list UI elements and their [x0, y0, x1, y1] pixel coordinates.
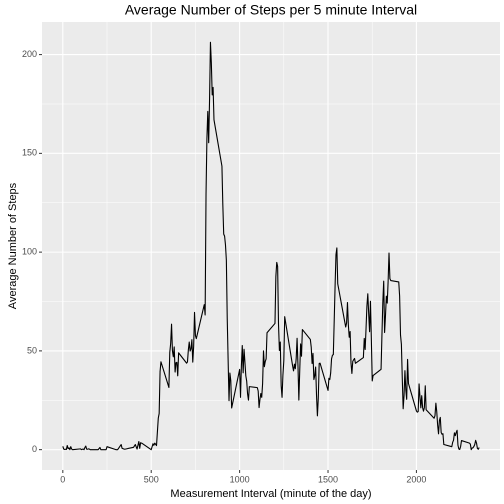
x-tick-label: 0	[60, 474, 65, 484]
x-tick-label: 1500	[318, 474, 338, 484]
grid	[42, 22, 500, 470]
x-tick-label: 2000	[406, 474, 426, 484]
x-tick-label: 1000	[230, 474, 250, 484]
x-tick-label: 500	[144, 474, 159, 484]
marks	[62, 41, 480, 451]
y-tick-label: 150	[22, 148, 37, 158]
y-tick-label: 200	[22, 49, 37, 59]
plot-panel	[42, 22, 500, 470]
y-tick-label: 50	[27, 345, 37, 355]
x-axis-title: Measurement Interval (minute of the day)	[170, 488, 371, 500]
y-axis-title: Average Number of Steps	[7, 182, 19, 309]
y-tick-label: 100	[22, 246, 37, 256]
data-line	[62, 41, 480, 451]
y-tick-label: 0	[32, 444, 37, 454]
chart-title: Average Number of Steps per 5 minute Int…	[125, 2, 417, 18]
